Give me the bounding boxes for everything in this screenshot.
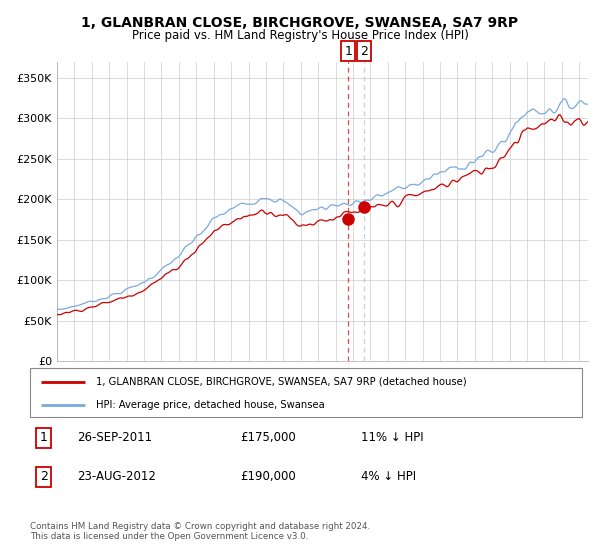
Text: £175,000: £175,000 — [240, 431, 296, 445]
Text: HPI: Average price, detached house, Swansea: HPI: Average price, detached house, Swan… — [96, 400, 325, 410]
Text: 1, GLANBRAN CLOSE, BIRCHGROVE, SWANSEA, SA7 9RP: 1, GLANBRAN CLOSE, BIRCHGROVE, SWANSEA, … — [82, 16, 518, 30]
Text: Contains HM Land Registry data © Crown copyright and database right 2024.
This d: Contains HM Land Registry data © Crown c… — [30, 522, 370, 542]
Text: 2: 2 — [40, 470, 48, 483]
Text: 26-SEP-2011: 26-SEP-2011 — [77, 431, 152, 445]
Text: 23-AUG-2012: 23-AUG-2012 — [77, 470, 156, 483]
Text: £190,000: £190,000 — [240, 470, 296, 483]
Text: 2: 2 — [360, 45, 368, 58]
Text: 1: 1 — [40, 431, 48, 445]
FancyBboxPatch shape — [30, 368, 582, 417]
Text: Price paid vs. HM Land Registry's House Price Index (HPI): Price paid vs. HM Land Registry's House … — [131, 29, 469, 42]
Text: 4% ↓ HPI: 4% ↓ HPI — [361, 470, 416, 483]
Text: 1, GLANBRAN CLOSE, BIRCHGROVE, SWANSEA, SA7 9RP (detached house): 1, GLANBRAN CLOSE, BIRCHGROVE, SWANSEA, … — [96, 377, 467, 387]
Text: 1: 1 — [344, 45, 352, 58]
Text: 11% ↓ HPI: 11% ↓ HPI — [361, 431, 424, 445]
